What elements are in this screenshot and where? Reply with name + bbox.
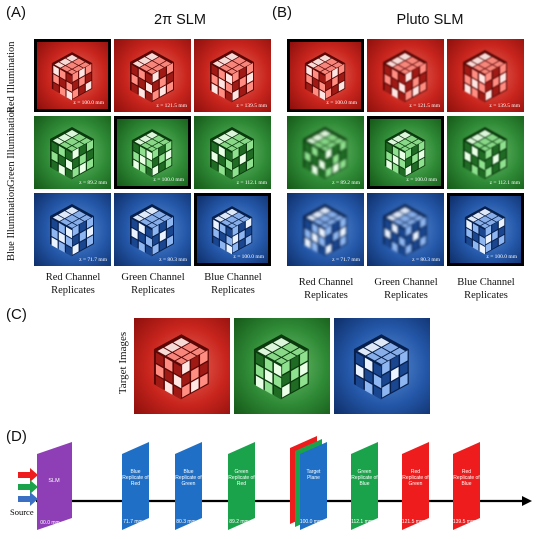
plane-shape — [300, 442, 327, 530]
slm-label: SLM — [48, 478, 60, 484]
z-distance-label: z = 139.5 mm — [236, 103, 267, 109]
plane-label: Target Plane — [307, 469, 322, 481]
plane-label: Blue Replicate of Red — [122, 469, 149, 487]
replicate-tile-blue-2: z = 80.3 mm — [367, 193, 444, 266]
target-image-blue — [334, 318, 430, 414]
z-distance-label: z = 100.0 mm — [326, 100, 357, 106]
panel-b-label: (B) — [272, 4, 292, 21]
col-label-red-a: Red Channel Replicates — [45, 272, 101, 296]
plane-1: Blue Replicate of Red 71.7 mm — [122, 442, 149, 530]
target-image-green — [234, 318, 330, 414]
z-distance-label: z = 112.1 mm — [489, 180, 520, 186]
slm-plane — [37, 442, 72, 530]
plane-shape — [402, 442, 429, 530]
replicate-tile-blue-3: z = 100.0 mm — [194, 193, 271, 266]
replicate-tile-blue-2: z = 80.3 mm — [114, 193, 191, 266]
plane-label: Green Replicate of Red — [228, 469, 255, 487]
plane-label: Red Replicate of Blue — [453, 469, 480, 487]
panel-b-title: Pluto SLM — [396, 12, 464, 28]
z-distance-label: z = 100.0 mm — [486, 254, 517, 260]
z-distance-label: z = 100.0 mm — [406, 177, 437, 183]
row-label-blue-a: Blue Illumination — [6, 186, 17, 261]
z-distance-label: z = 89.2 mm — [79, 180, 107, 186]
z-distance-label: z = 89.2 mm — [332, 180, 360, 186]
plane-label: Blue Replicate of Green — [175, 469, 202, 487]
replicate-tile-green-1: z = 89.2 mm — [287, 116, 364, 189]
col-label-blue-b: Blue Channel Replicates — [457, 277, 515, 301]
replicate-tile-red-1: z = 100.0 mm — [34, 39, 111, 112]
replicate-tile-green-3: z = 112.1 mm — [447, 116, 524, 189]
plane-label: Green Replicate of Blue — [351, 469, 378, 487]
plane-2: Blue Replicate of Green 80.3 mm — [175, 442, 202, 530]
panel-d-label: (D) — [6, 428, 27, 445]
plane-distance: 100.0 mm — [300, 519, 322, 525]
plane-distance: 121.5 mm — [402, 519, 424, 525]
plane-label: Red Replicate of Green — [402, 469, 429, 487]
z-distance-label: z = 121.5 mm — [409, 103, 440, 109]
panel-a-title: 2π SLM — [154, 12, 206, 28]
z-distance-label: z = 100.0 mm — [233, 254, 264, 260]
z-distance-label: z = 80.3 mm — [159, 257, 187, 263]
target-images-label: Target Images — [117, 331, 129, 395]
replicate-tile-red-3: z = 139.5 mm — [194, 39, 271, 112]
z-distance-label: z = 121.5 mm — [156, 103, 187, 109]
plane-4: Target Plane 100.0 mm — [290, 436, 327, 530]
replicate-tile-green-2: z = 100.0 mm — [114, 116, 191, 189]
panel-a-label: (A) — [6, 4, 26, 21]
col-label-green-a: Green Channel Replicates — [121, 272, 185, 296]
green-source-arrow — [18, 480, 38, 494]
col-label-green-b: Green Channel Replicates — [374, 277, 438, 301]
replicate-tile-red-2: z = 121.5 mm — [114, 39, 191, 112]
plane-shape — [453, 442, 480, 530]
z-distance-label: z = 112.1 mm — [236, 180, 267, 186]
plane-distance: 89.2 mm — [229, 519, 248, 525]
slm-distance: 00.0 mm — [40, 520, 59, 526]
z-distance-label: z = 100.0 mm — [73, 100, 104, 106]
z-distance-label: z = 71.7 mm — [332, 257, 360, 263]
plane-shape — [122, 442, 149, 530]
red-source-arrow — [18, 468, 38, 482]
plane-5: Green Replicate of Blue 112.1 mm — [351, 442, 378, 530]
z-distance-label: z = 71.7 mm — [79, 257, 107, 263]
z-distance-label: z = 139.5 mm — [489, 103, 520, 109]
z-distance-label: z = 100.0 mm — [153, 177, 184, 183]
replicate-tile-green-2: z = 100.0 mm — [367, 116, 444, 189]
plane-3: Green Replicate of Red 89.2 mm — [228, 442, 255, 530]
col-label-red-b: Red Channel Replicates — [298, 277, 354, 301]
replicate-tile-red-1: z = 100.0 mm — [287, 39, 364, 112]
plane-6: Red Replicate of Green 121.5 mm — [402, 442, 429, 530]
axis-arrowhead — [522, 496, 532, 506]
z-distance-label: z = 80.3 mm — [412, 257, 440, 263]
blue-source-arrow — [18, 492, 38, 506]
replicate-tile-red-3: z = 139.5 mm — [447, 39, 524, 112]
replicate-tile-blue-1: z = 71.7 mm — [287, 193, 364, 266]
replicate-tile-green-3: z = 112.1 mm — [194, 116, 271, 189]
row-label-green-a: Green Illumination — [6, 106, 17, 187]
plane-7: Red Replicate of Blue 139.5 mm — [453, 442, 480, 530]
plane-distance: 112.1 mm — [351, 519, 373, 525]
replicate-tile-blue-1: z = 71.7 mm — [34, 193, 111, 266]
target-image-red — [134, 318, 230, 414]
plane-distance: 80.3 mm — [176, 519, 195, 525]
plane-shape — [228, 442, 255, 530]
col-label-blue-a: Blue Channel Replicates — [204, 272, 262, 296]
plane-shape — [351, 442, 378, 530]
row-label-red-a: Red Illumination — [6, 41, 17, 113]
source-label: Source — [10, 507, 34, 517]
optical-setup-diagram: Source SLM 00.0 mm Blue Replicate of Red 71… — [10, 436, 532, 530]
replicate-tile-green-1: z = 89.2 mm — [34, 116, 111, 189]
panel-c-label: (C) — [6, 306, 27, 323]
plane-distance: 71.7 mm — [123, 519, 142, 525]
replicate-tile-blue-3: z = 100.0 mm — [447, 193, 524, 266]
plane-shape — [175, 442, 202, 530]
replicate-tile-red-2: z = 121.5 mm — [367, 39, 444, 112]
plane-distance: 139.5 mm — [453, 519, 475, 525]
